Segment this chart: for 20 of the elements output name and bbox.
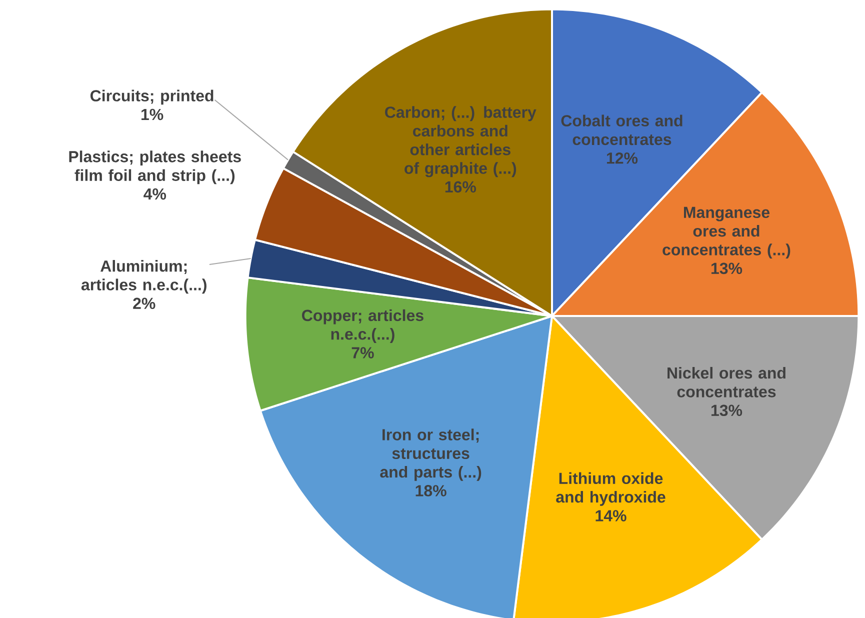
data-label: 13% <box>711 404 742 416</box>
slice-label: Nickel ores and concentrates <box>668 366 786 398</box>
slice-label: Carbon; (...) battery carbons and other articles of graphite (...) <box>385 106 536 178</box>
slice-label: Copper; articles n.e.c.(...) <box>302 309 424 343</box>
data-label: 4% <box>144 188 166 200</box>
data-label: 18% <box>416 485 446 496</box>
data-label: 14% <box>596 510 626 522</box>
slice-label: Iron or steel; structures and parts (...) <box>380 428 482 481</box>
data-label: 16% <box>445 181 476 193</box>
data-label: 2% <box>133 298 156 310</box>
data-label: 7% <box>352 347 374 358</box>
slice-label: Circuits; printed <box>90 90 214 105</box>
slice-label: Manganese ores and concentrates (...) <box>662 206 790 259</box>
data-label: 1% <box>141 108 164 120</box>
data-label: 12% <box>606 152 638 164</box>
slice-label: Lithium oxide and hydroxide <box>556 472 666 506</box>
data-label: 13% <box>711 262 742 274</box>
slice-label: Cobalt ores and concentrates <box>561 114 682 146</box>
slice-label: Aluminium; articles n.e.c.(...) <box>81 260 206 294</box>
slice-label: Plastics; plates sheets film foil and strip (...) <box>69 150 241 184</box>
